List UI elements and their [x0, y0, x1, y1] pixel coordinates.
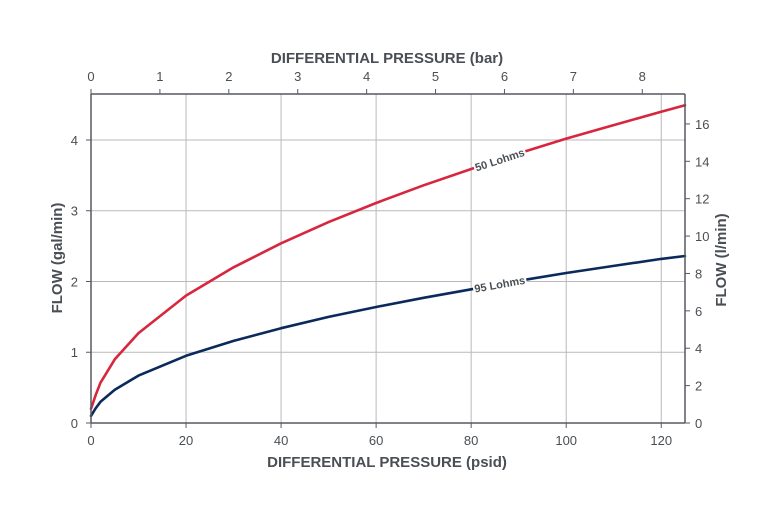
top-tick-label: 4: [363, 69, 370, 84]
series-line-2: [89, 254, 687, 418]
top-tick-label: 0: [87, 69, 94, 84]
top-tick-label: 1: [156, 69, 163, 84]
left-tick-label: 1: [71, 345, 78, 360]
grid-layer: [91, 94, 685, 423]
top-axis-title: DIFFERENTIAL PRESSURE (bar): [271, 50, 503, 67]
bottom-tick-label: 100: [555, 433, 577, 448]
left-tick-label: 4: [71, 133, 78, 148]
right-tick-label: 8: [695, 266, 702, 281]
left-tick-label: 3: [71, 204, 78, 219]
right-axis-title: FLOW (l/min): [713, 213, 730, 306]
right-tick-label: 14: [695, 154, 709, 169]
series-layer: [89, 104, 687, 418]
left-tick-label: 2: [71, 274, 78, 289]
bottom-axis-title: DIFFERENTIAL PRESSURE (psid): [267, 454, 507, 471]
bottom-tick-label: 40: [274, 433, 288, 448]
top-tick-label: 7: [570, 69, 577, 84]
axes-layer: [90, 93, 686, 424]
right-tick-label: 0: [695, 416, 702, 431]
curve-label-background: [471, 143, 528, 176]
top-tick-label: 6: [501, 69, 508, 84]
right-tick-label: 10: [695, 229, 709, 244]
curve-label-group: 95 Lohms: [471, 271, 528, 297]
bottom-tick-label: 20: [179, 433, 193, 448]
bottom-tick-label: 80: [464, 433, 478, 448]
curve-labels-layer: 50 Lohms 95 Lohms: [471, 143, 528, 297]
top-tick-label: 5: [432, 69, 439, 84]
bottom-tick-label: 120: [650, 433, 672, 448]
right-tick-label: 16: [695, 117, 709, 132]
curve-label-group: 50 Lohms: [471, 143, 528, 176]
top-tick-label: 3: [294, 69, 301, 84]
bottom-tick-label: 0: [87, 433, 94, 448]
left-axis-title: FLOW (gal/min): [49, 203, 66, 314]
bottom-tick-label: 60: [369, 433, 383, 448]
curve-label-1: 50 Lohms: [474, 147, 527, 174]
top-tick-label: 8: [639, 69, 646, 84]
left-tick-label: 0: [71, 416, 78, 431]
right-tick-label: 2: [695, 379, 702, 394]
series-line-1: [89, 104, 687, 411]
right-tick-label: 4: [695, 341, 702, 356]
right-tick-label: 12: [695, 192, 709, 207]
right-tick-label: 6: [695, 304, 702, 319]
top-tick-label: 2: [225, 69, 232, 84]
curve-label-background: [471, 271, 528, 297]
